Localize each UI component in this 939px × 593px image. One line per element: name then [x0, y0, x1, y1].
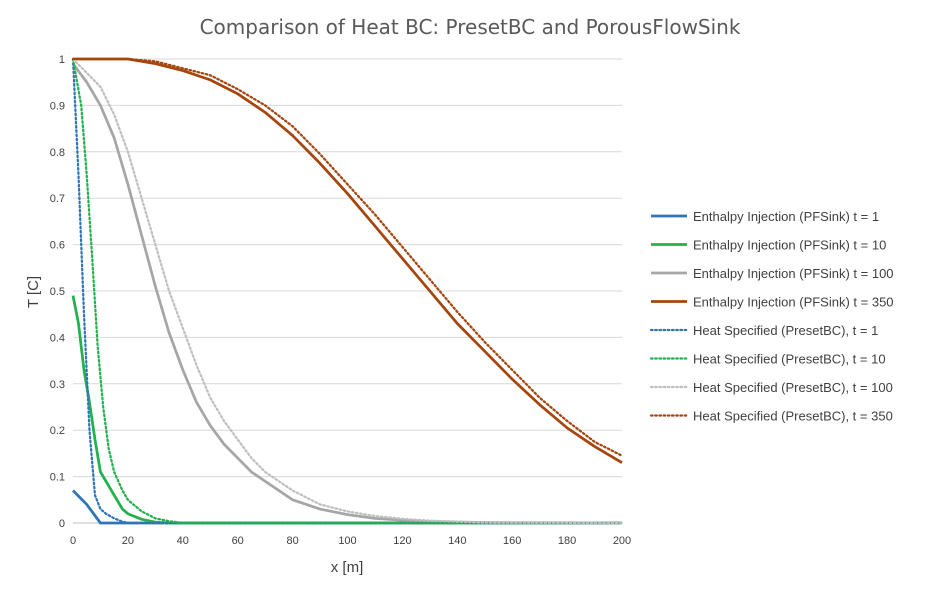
- y-tick-label: 0.4: [50, 332, 65, 344]
- legend-label-4: Enthalpy Injection (PFSink) t = 350: [693, 295, 894, 310]
- y-tick-label: 0: [59, 518, 65, 530]
- series-line-6: [71, 57, 624, 525]
- legend-label-1: Enthalpy Injection (PFSink) t = 1: [693, 209, 879, 224]
- legend-label-6: Heat Specified (PresetBC), t = 10: [693, 352, 886, 367]
- y-tick-label: 0.6: [50, 240, 65, 252]
- y-tick-label: 1: [59, 54, 65, 66]
- x-tick-label: 60: [232, 535, 244, 547]
- y-tick-label: 0.8: [50, 147, 65, 159]
- legend-label-3: Enthalpy Injection (PFSink) t = 100: [693, 266, 894, 281]
- series-line-7: [71, 57, 624, 525]
- x-tick-label: 140: [448, 535, 466, 547]
- series-line-5: [71, 57, 624, 525]
- x-tick-label: 120: [393, 535, 411, 547]
- x-tick-label: 80: [286, 535, 298, 547]
- legend-label-7: Heat Specified (PresetBC), t = 100: [693, 380, 893, 395]
- x-tick-label: 160: [503, 535, 521, 547]
- series-line-2: [71, 295, 622, 525]
- x-tick-label: 40: [177, 535, 189, 547]
- series-line-4: [73, 57, 623, 464]
- chart-title: Comparison of Heat BC: PresetBC and Poro…: [200, 15, 741, 39]
- x-tick-label: 180: [558, 535, 576, 547]
- x-tick-label: 20: [122, 535, 134, 547]
- grid-layer: [73, 58, 622, 524]
- x-tick-label: 0: [70, 535, 76, 547]
- x-axis-label: x [m]: [331, 559, 364, 576]
- x-tick-label: 200: [613, 535, 631, 547]
- series-line-8: [71, 57, 624, 457]
- legend-label-5: Heat Specified (PresetBC), t = 1: [693, 323, 878, 338]
- y-tick-label: 0.5: [50, 286, 65, 298]
- y-tick-label: 0.9: [50, 100, 65, 112]
- series-layer: [71, 57, 624, 525]
- y-tick-label: 0.3: [50, 379, 65, 391]
- legend-label-8: Heat Specified (PresetBC), t = 350: [693, 409, 893, 424]
- y-tick-label: 0.7: [50, 193, 65, 205]
- y-tick-label: 0.1: [50, 472, 65, 484]
- legend-label-2: Enthalpy Injection (PFSink) t = 10: [693, 238, 886, 253]
- x-tick-label: 100: [338, 535, 356, 547]
- y-axis-label: T [C]: [25, 276, 42, 308]
- legend: Enthalpy Injection (PFSink) t = 1 Enthalp…: [649, 209, 894, 424]
- series-line-3: [71, 62, 623, 525]
- tick-layer: 0 0.1 0.2 0.3 0.4 0.5 0.6 0.7 0.8 0.9 1 0 20 40 60 80 10…: [50, 54, 631, 547]
- y-tick-label: 0.2: [50, 425, 65, 437]
